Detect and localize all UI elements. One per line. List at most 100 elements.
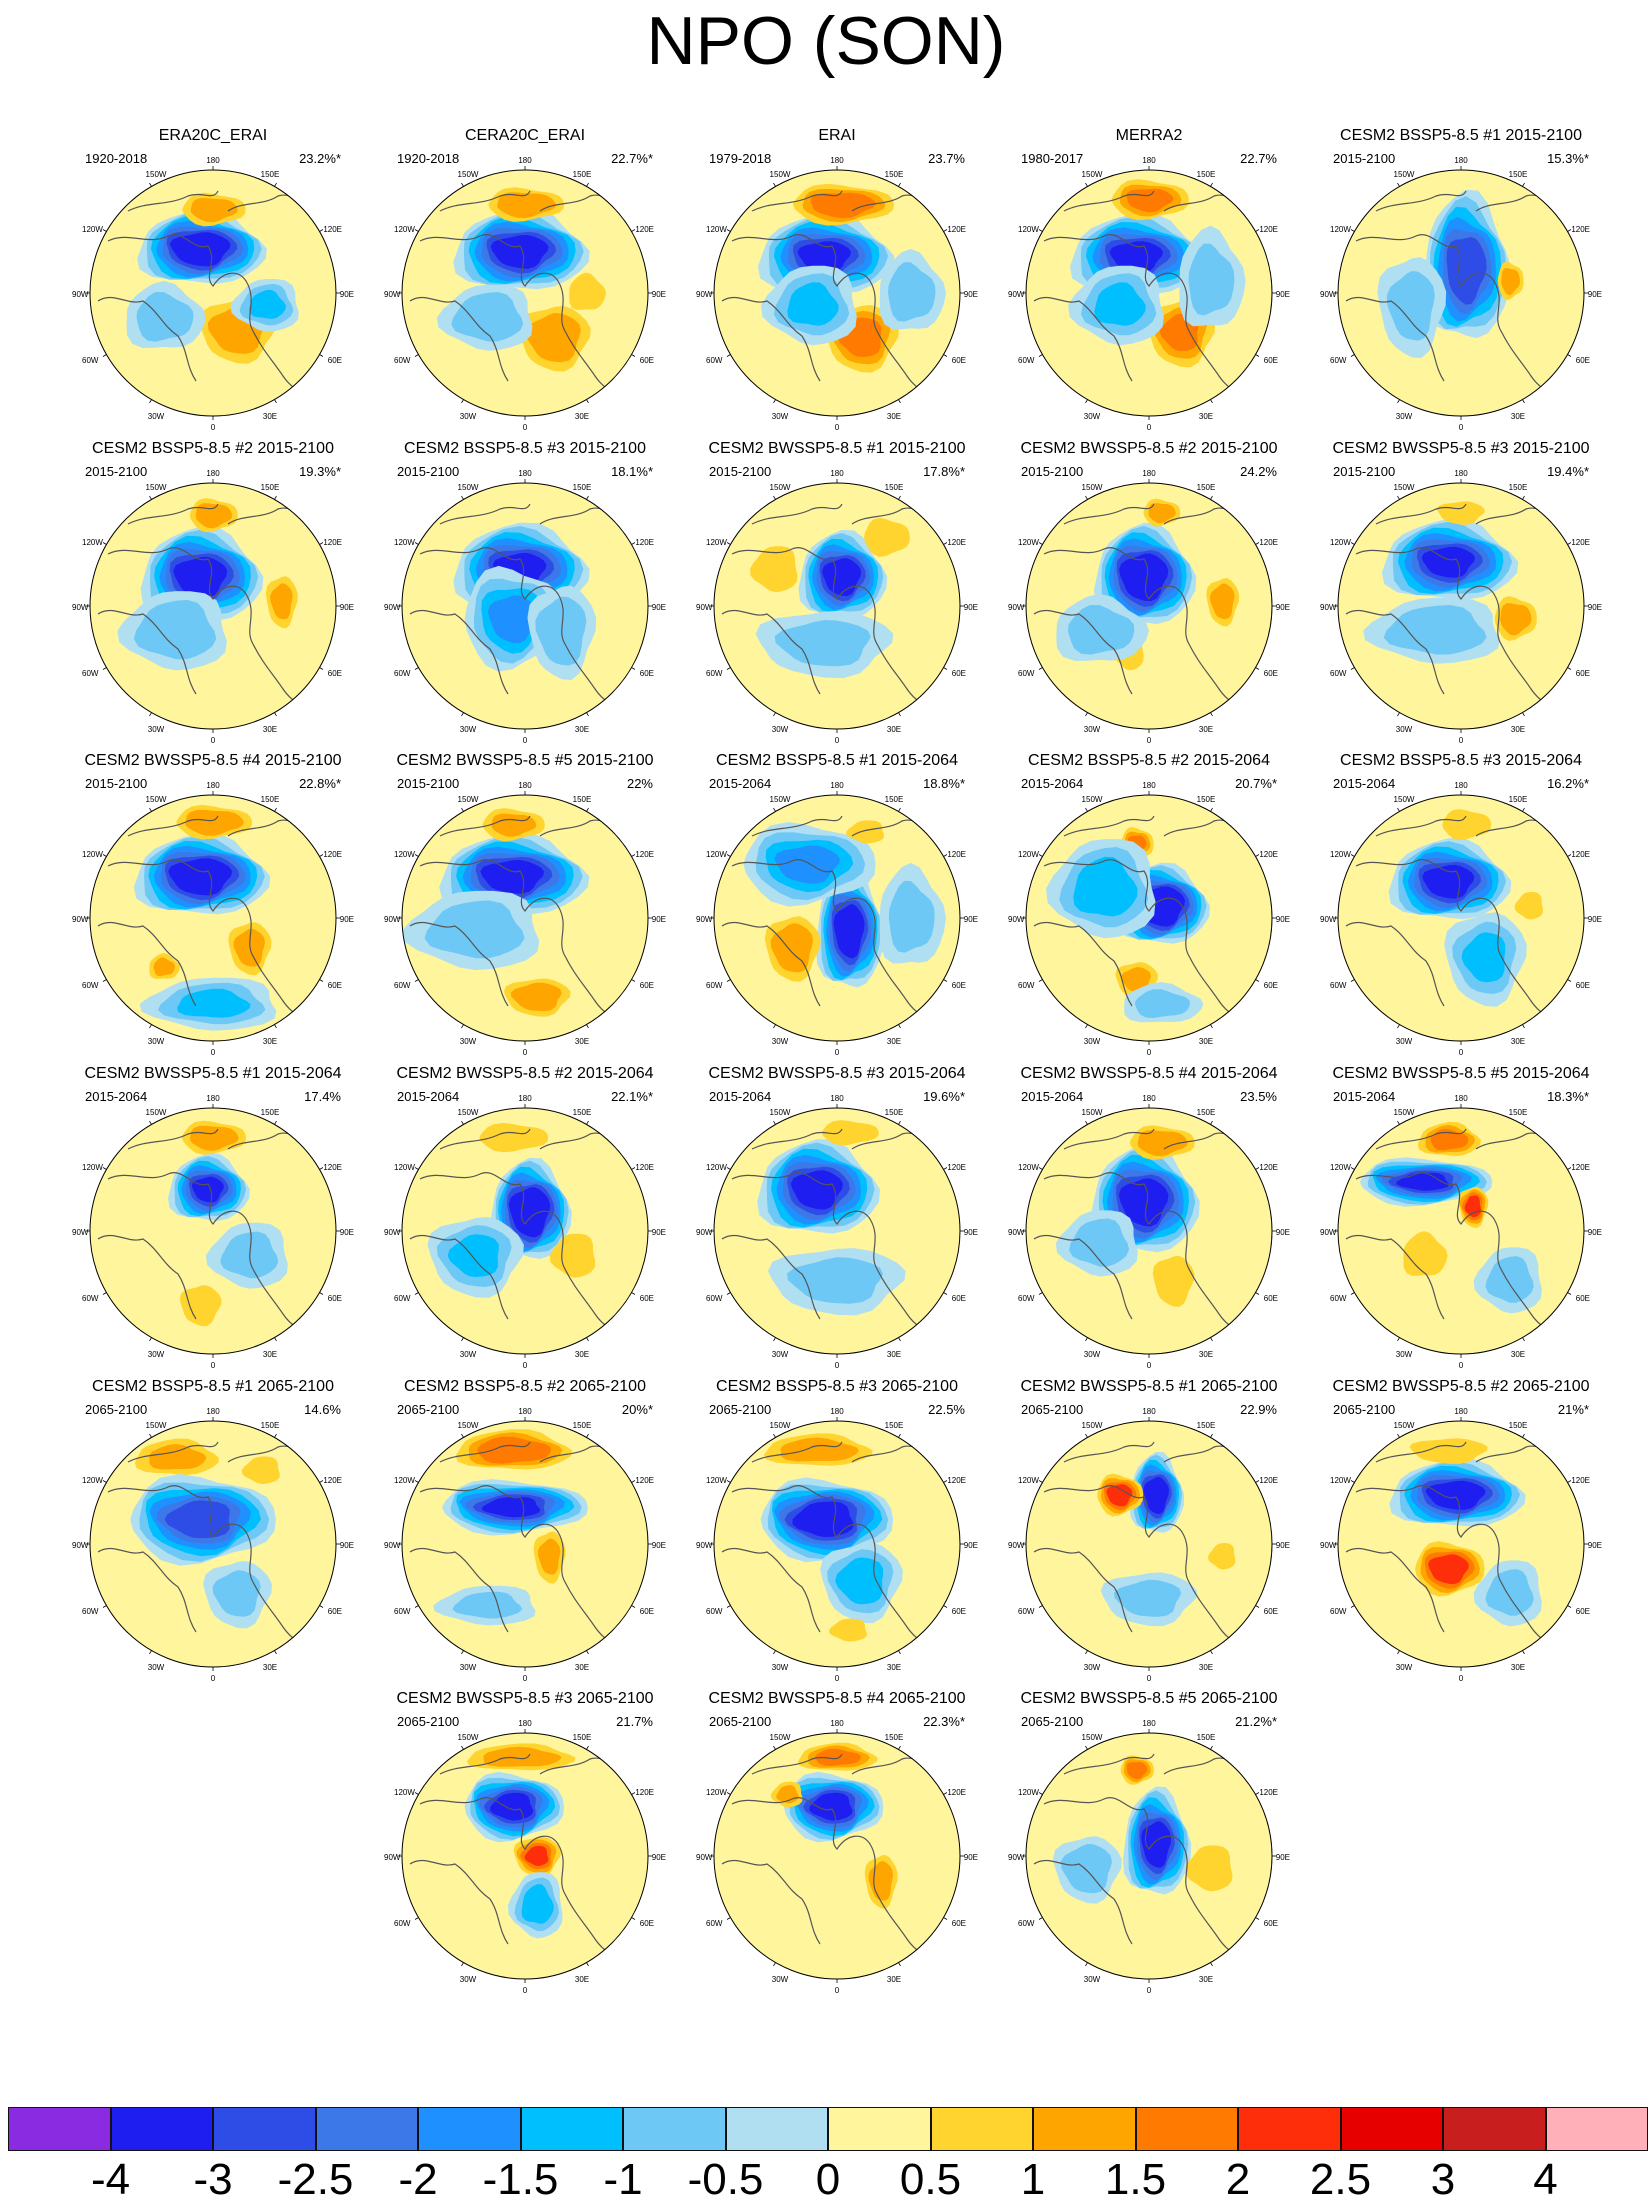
longitude-label: 150E <box>573 483 592 492</box>
longitude-label: 120W <box>1330 850 1351 859</box>
map-panel: MERRA2 1980-2017 22.7% 180 150W 150E 120W 120E 9… <box>1004 127 1294 432</box>
longitude-label: 30E <box>1511 1350 1525 1359</box>
longitude-label: 0 <box>1147 1986 1152 1995</box>
longitude-label: 90E <box>1588 915 1602 924</box>
longitude-label: 90E <box>652 1853 666 1862</box>
longitude-label: 150E <box>261 170 280 179</box>
colorbar-box <box>828 2107 931 2151</box>
longitude-label: 120E <box>947 1788 966 1797</box>
panel-variance: 21.2%* <box>1235 1714 1277 1729</box>
panel-title: CESM2 BSSP5-8.5 #2 2065-2100 <box>404 1378 646 1395</box>
colorbar <box>8 2107 1648 2151</box>
panel-period: 2015-2064 <box>1021 1089 1084 1104</box>
map-panel: CESM2 BWSSP5-8.5 #2 2015-2100 2015-2100 24… <box>1004 440 1294 745</box>
anomaly-field <box>714 1733 960 1979</box>
longitude-label: 60W <box>1018 669 1035 678</box>
panel-title: CESM2 BWSSP5-8.5 #2 2065-2100 <box>1332 1378 1590 1395</box>
panel-period: 2065-2100 <box>1333 1402 1396 1417</box>
polar-map: 180 150W 150E 120W 120E 90W 90E 60W 60E 30W 30E 0 <box>1008 156 1290 432</box>
polar-map: 180 150W 150E 120W 120E 90W 90E 60W 60E 30W 30E 0 <box>72 1407 354 1683</box>
panel-variance: 14.6% <box>304 1402 341 1417</box>
longitude-label: 0 <box>523 1361 528 1370</box>
longitude-label: 30E <box>887 1975 901 1984</box>
longitude-label: 30W <box>460 1975 477 1984</box>
longitude-label: 120E <box>323 1476 342 1485</box>
longitude-label: 120E <box>1259 225 1278 234</box>
longitude-label: 150E <box>573 1733 592 1742</box>
longitude-label: 30E <box>575 412 589 421</box>
longitude-label: 0 <box>1459 423 1464 432</box>
coastline <box>97 815 324 1027</box>
longitude-label: 90E <box>964 290 978 299</box>
panel-period: 2015-2064 <box>397 1089 460 1104</box>
panel-title: CESM2 BWSSP5-8.5 #1 2065-2100 <box>1020 1378 1278 1395</box>
colorbar-tick-label: -1.5 <box>482 2155 559 2204</box>
map-panel: CESM2 BWSSP5-8.5 #3 2015-2100 2015-2100 19… <box>1316 440 1606 745</box>
longitude-label: 150W <box>146 1421 167 1430</box>
longitude-label: 0 <box>523 736 528 745</box>
map-panel: CESM2 BWSSP5-8.5 #1 2015-2100 2015-2100 17… <box>692 440 982 745</box>
longitude-label: 90W <box>696 1541 713 1550</box>
longitude-label: 120W <box>706 850 727 859</box>
longitude-label: 90W <box>384 1853 401 1862</box>
longitude-label: 30E <box>575 725 589 734</box>
panel-title: CESM2 BWSSP5-8.5 #2 2015-2064 <box>396 1065 654 1082</box>
colorbar-tick-label: 3 <box>1430 2155 1456 2204</box>
longitude-label: 120E <box>323 850 342 859</box>
longitude-label: 120E <box>1571 1163 1590 1172</box>
colorbar-tick-label: -2.5 <box>277 2155 354 2204</box>
coastline <box>409 1441 636 1653</box>
longitude-label: 180 <box>830 781 844 790</box>
anomaly-field <box>714 483 960 729</box>
longitude-label: 120E <box>1571 1476 1590 1485</box>
longitude-label: 30W <box>460 412 477 421</box>
colorbar-box <box>1443 2107 1546 2151</box>
map-panel: ERA20C_ERAI 1920-2018 23.2%* 180 150W 150E 120… <box>68 127 358 432</box>
longitude-label: 120W <box>1018 538 1039 547</box>
longitude-label: 60E <box>328 1294 342 1303</box>
anomaly-field <box>90 483 336 729</box>
longitude-label: 60E <box>1576 669 1590 678</box>
longitude-label: 150W <box>1394 795 1415 804</box>
longitude-label: 120E <box>635 1788 654 1797</box>
longitude-label: 90E <box>340 603 354 612</box>
longitude-label: 30W <box>148 725 165 734</box>
longitude-label: 0 <box>1459 736 1464 745</box>
anomaly-field <box>402 1733 648 1979</box>
panel-period: 1979-2018 <box>709 151 772 166</box>
longitude-label: 60E <box>952 981 966 990</box>
longitude-label: 90W <box>384 915 401 924</box>
longitude-label: 90E <box>1588 1228 1602 1237</box>
polar-map: 180 150W 150E 120W 120E 90W 90E 60W 60E 30W 30E 0 <box>1320 156 1602 432</box>
longitude-label: 60E <box>952 356 966 365</box>
longitude-label: 120W <box>706 1476 727 1485</box>
longitude-label: 120E <box>635 538 654 547</box>
longitude-label: 90W <box>72 1541 89 1550</box>
anomaly-field <box>1026 483 1272 729</box>
longitude-label: 30E <box>263 1350 277 1359</box>
longitude-label: 120E <box>1259 850 1278 859</box>
coastline <box>1345 1128 1572 1340</box>
longitude-label: 60W <box>1018 981 1035 990</box>
map-panel: CESM2 BSSP5-8.5 #3 2065-2100 2065-2100 22.… <box>692 1378 982 1683</box>
longitude-label: 90W <box>1008 1853 1025 1862</box>
longitude-label: 120E <box>323 1163 342 1172</box>
panel-period: 2015-2100 <box>709 464 772 479</box>
panel-title: CERA20C_ERAI <box>464 127 586 144</box>
anomaly-field <box>402 1421 648 1667</box>
panel-variance: 17.4% <box>304 1089 341 1104</box>
polar-map: 180 150W 150E 120W 120E 90W 90E 60W 60E 30W 30E 0 <box>1008 1094 1290 1370</box>
longitude-label: 60W <box>82 1294 99 1303</box>
polar-map: 180 150W 150E 120W 120E 90W 90E 60W 60E 30W 30E 0 <box>72 1094 354 1370</box>
colorbar-tick-label: 2 <box>1225 2155 1251 2204</box>
longitude-label: 0 <box>1147 1361 1152 1370</box>
longitude-label: 150W <box>146 795 167 804</box>
longitude-label: 90E <box>652 1541 666 1550</box>
longitude-label: 90E <box>964 1541 978 1550</box>
anomaly-field <box>714 1421 960 1667</box>
panel-title: CESM2 BWSSP5-8.5 #4 2065-2100 <box>708 1690 966 1707</box>
polar-map: 180 150W 150E 120W 120E 90W 90E 60W 60E 30W 30E 0 <box>696 1407 978 1683</box>
polar-map: 180 150W 150E 120W 120E 90W 90E 60W 60E 30W 30E 0 <box>384 469 666 745</box>
longitude-label: 60W <box>706 981 723 990</box>
longitude-label: 60W <box>1330 669 1347 678</box>
